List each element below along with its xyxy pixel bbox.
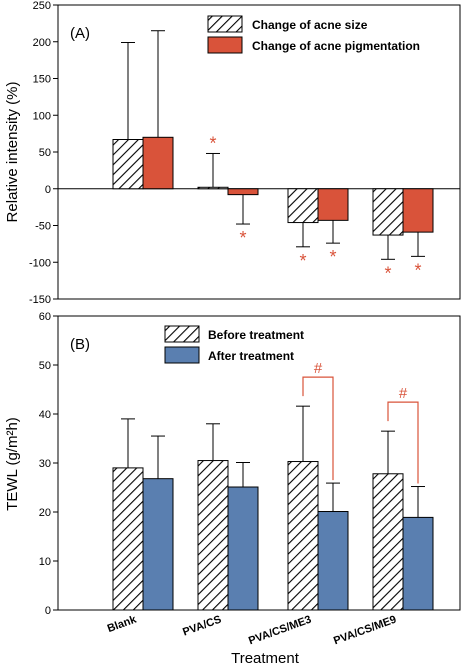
panel-b-y-axis-title: TEWL (g/m²h) [4, 417, 21, 511]
significance-marker-1-3: * [414, 260, 421, 280]
significance-marker-0-1: * [209, 133, 216, 153]
legend-swatch-before-treatment [164, 325, 200, 343]
bar-before-treatment-2 [287, 461, 319, 611]
panel-b-category-labels: Blank PVA/CS PVA/CS/ME3 PVA/CS/ME9 [106, 613, 398, 647]
y-tick-label-6: 60 [39, 311, 51, 323]
y-tick-label-5: 100 [33, 110, 51, 122]
bar-change-of-acne-size-1 [197, 186, 229, 190]
significance-marker-1-2: * [329, 247, 336, 267]
panel-a-y-ticks: -150 -100 -50 0 50 100 150 200 250 [29, 0, 58, 306]
panel-b-bars [112, 405, 434, 611]
y-tick-label-1: -100 [29, 257, 51, 269]
panel-b-label: (B) [70, 336, 90, 353]
bar-before-treatment-3 [372, 473, 404, 611]
bar-after-treatment-1 [227, 486, 259, 611]
panel-b-significance: ## [302, 360, 419, 484]
category-label-0: Blank [106, 613, 139, 635]
bar-after-treatment-2 [317, 511, 349, 611]
category-label-3: PVA/CS/ME9 [332, 614, 398, 648]
legend-swatch-after-treatment [164, 346, 200, 364]
bar-change-of-acne-pigmentation-0 [142, 136, 174, 190]
significance-marker-1-1: * [239, 228, 246, 248]
bar-change-of-acne-size-0 [112, 139, 144, 190]
y-tick-label-4: 40 [39, 409, 51, 421]
y-tick-label-3: 30 [39, 458, 51, 470]
bar-after-treatment-0 [142, 478, 174, 611]
y-tick-label-3: 0 [45, 184, 51, 196]
significance-hash-1: # [399, 385, 408, 402]
category-label-1: PVA/CS [181, 614, 223, 639]
legend-label-acne-pigmentation: Change of acne pigmentation [252, 39, 420, 53]
bar-change-of-acne-size-2 [287, 188, 319, 224]
panel-b-y-ticks: 0 10 20 30 40 50 60 [39, 311, 58, 617]
bar-change-of-acne-pigmentation-1 [227, 188, 259, 196]
y-tick-label-2: 20 [39, 507, 51, 519]
panel-a: (A) Relative intensity (%) -150 -100 -50 0 5… [4, 0, 461, 306]
legend-swatch-acne-size [207, 15, 243, 33]
panel-a-bars: * * * * * * [58, 30, 460, 283]
legend-label-after-treatment: After treatment [208, 349, 294, 363]
legend-label-acne-size: Change of acne size [252, 18, 368, 32]
panel-b-legend: Before treatment After treatment [164, 325, 304, 364]
panel-b-x-axis-title: Treatment [231, 650, 300, 667]
bar-change-of-acne-size-3 [372, 188, 404, 236]
y-tick-label-8: 250 [33, 0, 51, 12]
legend-label-before-treatment: Before treatment [208, 328, 304, 342]
bar-change-of-acne-pigmentation-3 [402, 188, 434, 233]
bar-before-treatment-1 [197, 460, 229, 611]
bar-change-of-acne-pigmentation-2 [317, 188, 349, 221]
panel-a-y-axis-title: Relative intensity (%) [4, 82, 21, 223]
y-tick-label-4: 50 [39, 147, 51, 159]
y-tick-label-2: -50 [35, 221, 51, 233]
y-tick-label-6: 150 [33, 74, 51, 86]
y-tick-label-0: -150 [29, 294, 51, 306]
y-tick-label-5: 50 [39, 360, 51, 372]
y-tick-label-1: 10 [39, 556, 51, 568]
significance-bracket-1 [387, 401, 419, 484]
bar-after-treatment-3 [402, 516, 434, 611]
significance-bracket-0 [302, 376, 334, 481]
y-tick-label-7: 200 [33, 37, 51, 49]
panel-a-legend: Change of acne size Change of acne pigme… [207, 15, 420, 54]
panel-a-label: (A) [70, 25, 90, 42]
significance-marker-0-2: * [299, 251, 306, 271]
bar-before-treatment-0 [112, 467, 144, 611]
legend-swatch-acne-pigmentation [207, 36, 243, 54]
category-label-2: PVA/CS/ME3 [247, 614, 313, 648]
significance-marker-0-3: * [384, 263, 391, 283]
y-tick-label-0: 0 [45, 605, 51, 617]
significance-hash-0: # [314, 360, 323, 377]
